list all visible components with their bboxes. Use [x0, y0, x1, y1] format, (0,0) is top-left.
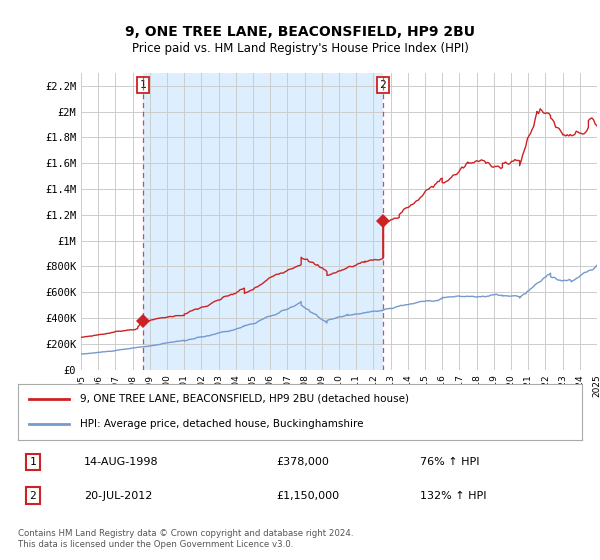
Text: 2: 2: [379, 80, 386, 90]
Text: 14-AUG-1998: 14-AUG-1998: [84, 457, 158, 467]
Text: £1,150,000: £1,150,000: [276, 491, 339, 501]
Text: 20-JUL-2012: 20-JUL-2012: [84, 491, 152, 501]
Text: £378,000: £378,000: [276, 457, 329, 467]
Bar: [143, 73, 383, 370]
Text: Price paid vs. HM Land Registry's House Price Index (HPI): Price paid vs. HM Land Registry's House …: [131, 42, 469, 55]
Text: 9, ONE TREE LANE, BEACONSFIELD, HP9 2BU: 9, ONE TREE LANE, BEACONSFIELD, HP9 2BU: [125, 25, 475, 39]
Text: HPI: Average price, detached house, Buckinghamshire: HPI: Average price, detached house, Buck…: [80, 419, 364, 430]
Text: 2: 2: [29, 491, 37, 501]
Text: 1: 1: [29, 457, 37, 467]
Text: 76% ↑ HPI: 76% ↑ HPI: [420, 457, 479, 467]
Text: 1: 1: [140, 80, 146, 90]
Text: 9, ONE TREE LANE, BEACONSFIELD, HP9 2BU (detached house): 9, ONE TREE LANE, BEACONSFIELD, HP9 2BU …: [80, 394, 409, 404]
Text: 132% ↑ HPI: 132% ↑ HPI: [420, 491, 487, 501]
Text: Contains HM Land Registry data © Crown copyright and database right 2024.
This d: Contains HM Land Registry data © Crown c…: [18, 529, 353, 549]
